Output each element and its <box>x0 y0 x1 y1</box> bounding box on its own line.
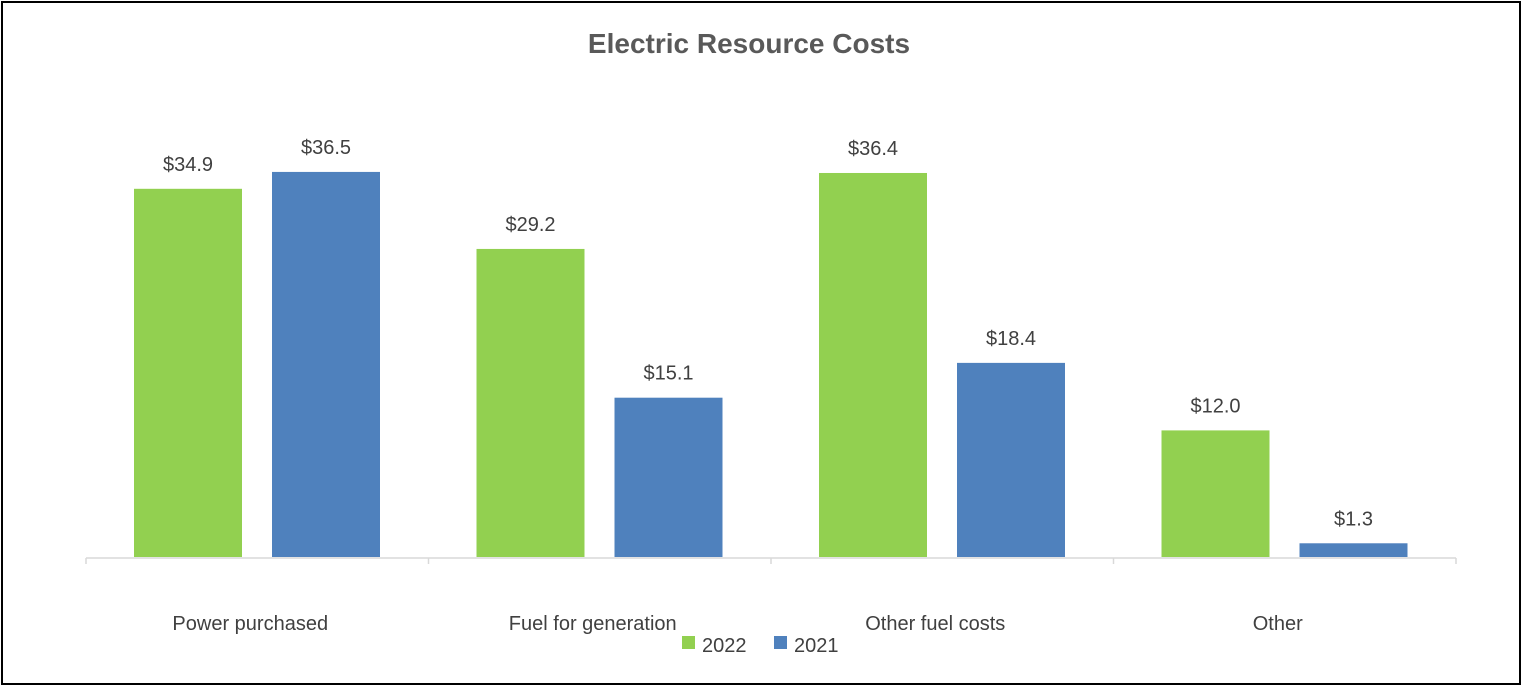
bar-2021-2 <box>614 397 723 557</box>
x-tick-label-1: Power purchased <box>172 613 328 635</box>
data-label-2021-3: $18.4 <box>986 328 1036 350</box>
data-label-2021-1: $36.5 <box>301 137 351 159</box>
bar-2022-2 <box>476 248 585 557</box>
bar-2021-3 <box>957 362 1065 557</box>
data-label-2022-3: $36.4 <box>848 138 898 160</box>
legend-swatch-2021 <box>774 636 787 649</box>
chart-title: Electric Resource Costs <box>587 28 911 59</box>
x-tick-label-4: Other <box>1253 613 1303 635</box>
data-label-2022-1: $34.9 <box>163 154 213 176</box>
x-tick-label-3: Other fuel costs <box>865 613 1005 635</box>
bar-2022-3 <box>819 172 927 558</box>
legend-label-2021: 2021 <box>794 635 839 657</box>
data-label-2021-2: $15.1 <box>643 363 693 385</box>
x-tick-label-2: Fuel for generation <box>509 613 677 635</box>
data-label-2022-4: $12.0 <box>1190 395 1240 417</box>
data-label-2022-2: $29.2 <box>505 214 555 236</box>
bar-2021-1 <box>272 171 380 558</box>
bar-2021-4 <box>1299 543 1408 557</box>
legend-swatch-2022 <box>682 636 695 649</box>
data-label-2021-4: $1.3 <box>1334 508 1373 530</box>
bar-2022-4 <box>1161 430 1270 557</box>
legend-label-2022: 2022 <box>702 635 747 657</box>
bar-2022-1 <box>134 188 242 557</box>
